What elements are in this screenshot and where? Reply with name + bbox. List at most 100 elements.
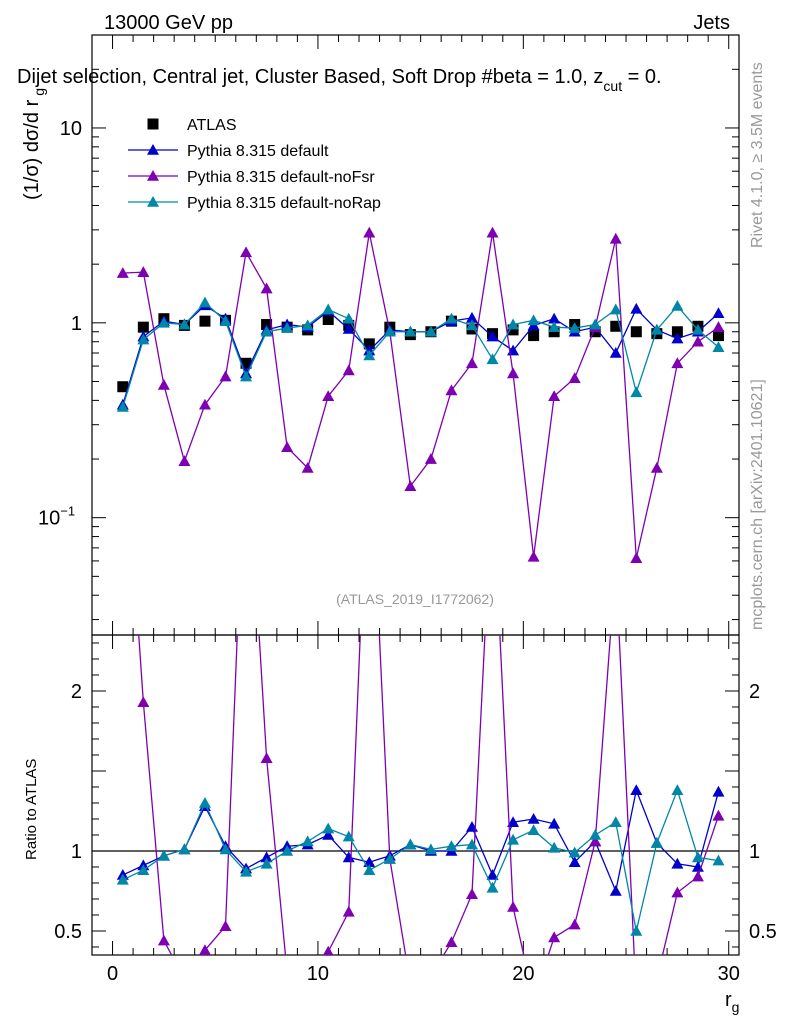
ratio-ylabel-group: Ratio to ATLAS: [23, 759, 40, 860]
legend-label: ATLAS: [187, 117, 237, 134]
ratio-point: [630, 784, 643, 795]
ratio-series-pythia-8-315-default: [116, 784, 725, 896]
data-point: [630, 386, 643, 398]
ratio-point: [465, 888, 478, 899]
subtitle-tail: = 0.: [622, 66, 661, 88]
ratio-point: [281, 845, 294, 856]
subtitle-subscript: cut: [603, 78, 622, 94]
ratio-ylabel: Ratio to ATLAS: [23, 759, 40, 860]
ratio-point: [342, 851, 355, 863]
ratio-point: [527, 824, 540, 835]
ratio-point: [630, 925, 643, 936]
legend-item: ATLAS: [147, 117, 237, 134]
data-point: [609, 303, 622, 315]
data-point: [650, 323, 663, 335]
data-point: [137, 321, 149, 333]
ratio-point: [363, 864, 376, 875]
ratio-point: [342, 905, 355, 917]
data-point: [178, 318, 191, 330]
ratio-point: [609, 885, 622, 896]
data-point: [424, 453, 437, 464]
ratio-point: [507, 816, 520, 827]
ratio-point: [651, 973, 663, 984]
data-point: [301, 461, 314, 473]
ratio-point: [178, 973, 190, 984]
data-point: [445, 312, 458, 324]
data-point: [507, 367, 520, 379]
ratio-point: [691, 870, 704, 882]
legend-marker: [147, 170, 159, 181]
main-axis-ticks: 10 1 10−1: [38, 34, 739, 635]
data-point: [383, 325, 396, 337]
data-point: [363, 349, 376, 361]
data-point: [671, 326, 683, 338]
ratio-point: [671, 784, 684, 795]
rivet-label-group: Rivet 4.1.0, ≥ 3.5M events: [749, 62, 766, 248]
ratio-point: [507, 833, 520, 845]
data-point: [568, 322, 581, 333]
ratio-point: [281, 967, 293, 978]
ratio-point: [383, 853, 396, 864]
rivet-version-label: Rivet 4.1.0, ≥ 3.5M events: [749, 62, 766, 248]
data-point: [465, 311, 478, 323]
data-point: [198, 296, 211, 308]
ratio-point: [568, 856, 581, 867]
xlabel-text: r: [725, 989, 732, 1011]
data-point: [260, 282, 273, 294]
data-point: [691, 335, 704, 347]
ratio-point: [486, 869, 499, 880]
ratio-point: [548, 817, 561, 829]
ratio-point: [691, 851, 704, 863]
data-point: [568, 372, 581, 383]
legend: ATLAS Pythia 8.315 default Pythia 8.315 de…: [128, 117, 381, 212]
data-point: [157, 378, 170, 390]
data-point: [137, 266, 150, 277]
ratio-point: [425, 970, 437, 981]
series-line: [122, 301, 719, 408]
ratio-point: [609, 816, 622, 827]
ratio-point: [487, 477, 499, 488]
data-point: [219, 370, 232, 382]
ratio-point: [178, 843, 191, 855]
main-ylabel-subscript: g: [31, 88, 47, 96]
legend-label: Pythia 8.315 default-noFsr: [187, 169, 375, 186]
ratio-point: [712, 854, 725, 866]
data-point: [486, 226, 499, 238]
data-point: [424, 325, 437, 337]
ratio-point: [219, 843, 232, 855]
ratio-point: [589, 829, 602, 840]
y-tick-label: 0.5: [54, 921, 82, 943]
data-point: [445, 384, 458, 396]
analysis-id-label: (ATLAS_2019_I1772062): [336, 591, 494, 607]
main-ylabel: (1/σ) dσ/d r g: [21, 88, 47, 200]
series-line: [122, 304, 719, 405]
ratio-point: [527, 813, 540, 824]
data-point: [363, 338, 375, 350]
data-point: [178, 455, 191, 466]
xlabel-subscript: g: [732, 999, 740, 1015]
data-point: [630, 326, 642, 338]
data-point: [157, 316, 170, 328]
ratio-point: [486, 881, 499, 893]
x-tick-label: 0: [107, 963, 118, 985]
data-point: [281, 322, 294, 333]
ratio-point: [322, 822, 335, 834]
y-tick-label: 2: [71, 681, 82, 703]
data-point: [342, 322, 355, 334]
y-tick-label-right: 2: [749, 681, 760, 703]
x-tick-label: 30: [718, 963, 740, 985]
data-point: [650, 461, 663, 473]
data-point: [548, 312, 561, 324]
ratio-point: [548, 931, 561, 943]
energy-label: 13000 GeV pp: [104, 12, 233, 34]
mcplots-label-group: mcplots.cern.ch [arXiv:2401.10621]: [749, 379, 766, 630]
ratio-point: [322, 829, 335, 840]
x-tick-label: 20: [512, 963, 534, 985]
data-point: [301, 319, 314, 331]
ratio-point: [465, 838, 478, 850]
ratio-point: [712, 809, 725, 821]
ratio-line: [122, 787, 720, 894]
data-point: [712, 330, 724, 342]
main-ylabel-group: (1/σ) dσ/d r g: [21, 88, 47, 200]
y-tick-label: 1: [71, 313, 82, 335]
